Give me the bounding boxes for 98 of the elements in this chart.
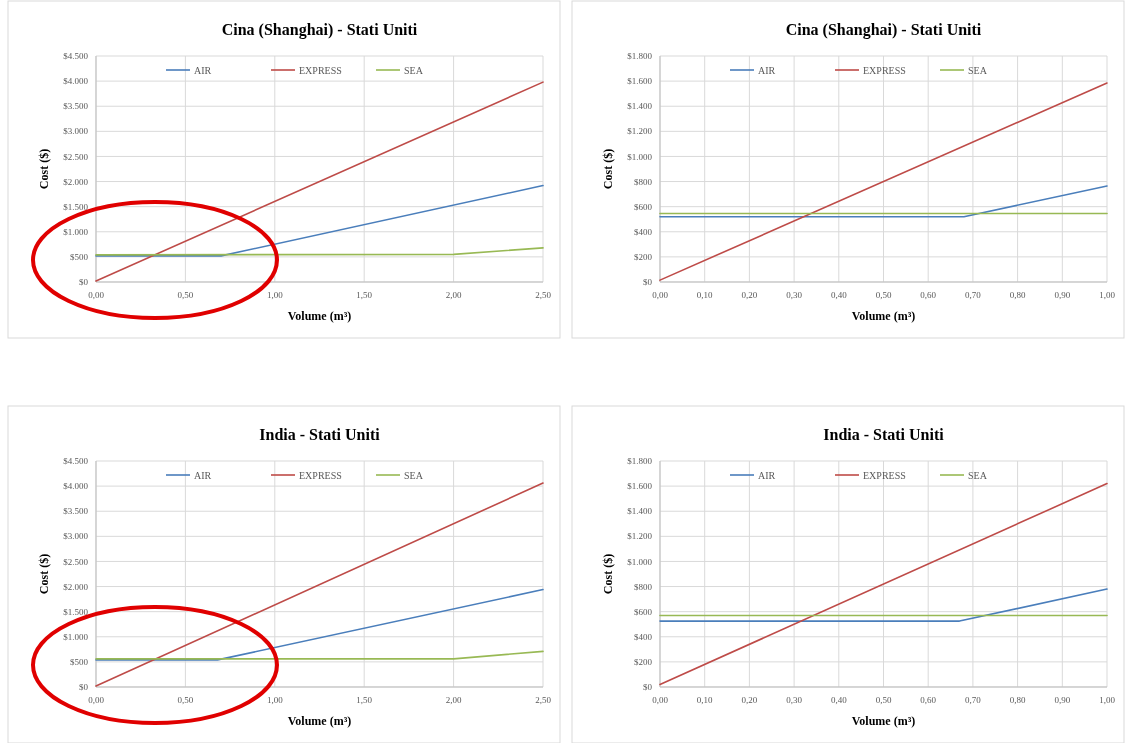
y-tick-label: $2.500 bbox=[63, 556, 89, 567]
y-tick-label: $0 bbox=[79, 682, 89, 693]
x-tick-label: 0,40 bbox=[830, 695, 848, 705]
legend-label: SEA bbox=[404, 64, 424, 76]
y-tick-label: $600 bbox=[634, 201, 653, 212]
x-axis-title: Volume (m³) bbox=[287, 309, 352, 323]
x-tick-label: 0,50 bbox=[177, 695, 194, 705]
y-tick-label: $4.500 bbox=[63, 456, 89, 467]
y-tick-label: $3.500 bbox=[63, 101, 89, 112]
x-tick-label: 0,70 bbox=[965, 695, 982, 705]
y-tick-label: $1.000 bbox=[63, 631, 89, 642]
x-tick-label: 0,50 bbox=[875, 695, 892, 705]
y-tick-label: $4.500 bbox=[63, 51, 89, 62]
legend-label: AIR bbox=[194, 469, 212, 481]
y-tick-label: $1.400 bbox=[627, 101, 653, 112]
y-tick-label: $400 bbox=[634, 631, 653, 642]
x-tick-label: 2,50 bbox=[535, 695, 552, 705]
x-tick-label: 0,50 bbox=[875, 290, 892, 300]
x-tick-label: 1,00 bbox=[1099, 695, 1116, 705]
y-tick-label: $2.500 bbox=[63, 151, 89, 162]
x-tick-label: 0,80 bbox=[1009, 290, 1026, 300]
y-tick-label: $200 bbox=[634, 252, 653, 263]
x-tick-label: 1,50 bbox=[356, 290, 373, 300]
y-tick-label: $3.000 bbox=[63, 531, 89, 542]
x-tick-label: 0,10 bbox=[696, 290, 714, 300]
x-tick-label: 0,30 bbox=[786, 290, 803, 300]
x-tick-label: 2,00 bbox=[445, 290, 462, 300]
x-tick-label: 1,50 bbox=[356, 695, 373, 705]
y-tick-label: $400 bbox=[634, 226, 653, 237]
y-tick-label: $200 bbox=[634, 657, 653, 668]
y-tick-label: $1.000 bbox=[63, 226, 89, 237]
y-tick-label: $800 bbox=[634, 581, 653, 592]
y-tick-label: $1.000 bbox=[627, 556, 653, 567]
x-tick-label: 0,20 bbox=[741, 290, 758, 300]
x-axis-title: Volume (m³) bbox=[287, 714, 352, 728]
legend-label: AIR bbox=[758, 469, 776, 481]
legend-label: AIR bbox=[194, 64, 212, 76]
y-axis-title: Cost ($) bbox=[37, 148, 51, 190]
y-tick-label: $1.800 bbox=[627, 456, 653, 467]
y-tick-label: $1.500 bbox=[63, 606, 89, 617]
y-tick-label: $1.800 bbox=[627, 51, 653, 62]
x-tick-label: 0,40 bbox=[830, 290, 848, 300]
chart-title: India - Stati Uniti bbox=[823, 426, 945, 443]
chart-title: Cina (Shanghai) - Stati Uniti bbox=[785, 21, 982, 39]
y-tick-label: $0 bbox=[643, 277, 653, 288]
y-tick-label: $2.000 bbox=[63, 581, 89, 592]
y-tick-label: $1.500 bbox=[63, 201, 89, 212]
y-tick-label: $1.200 bbox=[627, 126, 653, 137]
y-tick-label: $1.400 bbox=[627, 506, 653, 517]
legend-label: EXPRESS bbox=[863, 64, 906, 76]
x-tick-label: 2,00 bbox=[445, 695, 462, 705]
y-tick-label: $1.600 bbox=[627, 481, 653, 492]
y-tick-label: $500 bbox=[70, 252, 89, 263]
x-tick-label: 0,00 bbox=[88, 695, 105, 705]
y-tick-label: $3.000 bbox=[63, 126, 89, 137]
y-tick-label: $4.000 bbox=[63, 76, 89, 87]
legend-label: AIR bbox=[758, 64, 776, 76]
x-tick-label: 0,00 bbox=[652, 290, 669, 300]
y-tick-label: $1.200 bbox=[627, 531, 653, 542]
y-tick-label: $4.000 bbox=[63, 481, 89, 492]
y-axis-title: Cost ($) bbox=[601, 148, 615, 190]
x-tick-label: 0,90 bbox=[1054, 695, 1071, 705]
y-tick-label: $500 bbox=[70, 657, 89, 668]
y-tick-label: $2.000 bbox=[63, 176, 89, 187]
y-tick-label: $800 bbox=[634, 176, 653, 187]
chart-title: India - Stati Uniti bbox=[259, 426, 381, 443]
x-tick-label: 0,20 bbox=[741, 695, 758, 705]
legend-label: EXPRESS bbox=[299, 469, 342, 481]
x-tick-label: 0,30 bbox=[786, 695, 803, 705]
y-tick-label: $0 bbox=[79, 277, 89, 288]
x-tick-label: 0,80 bbox=[1009, 695, 1026, 705]
x-tick-label: 0,00 bbox=[88, 290, 105, 300]
x-tick-label: 1,00 bbox=[266, 290, 284, 300]
x-axis-title: Volume (m³) bbox=[851, 714, 916, 728]
chart-title: Cina (Shanghai) - Stati Uniti bbox=[221, 21, 418, 39]
y-axis-title: Cost ($) bbox=[601, 553, 615, 595]
x-tick-label: 2,50 bbox=[535, 290, 552, 300]
legend-label: SEA bbox=[404, 469, 424, 481]
x-tick-label: 0,70 bbox=[965, 290, 982, 300]
legend-label: SEA bbox=[968, 469, 988, 481]
y-tick-label: $3.500 bbox=[63, 506, 89, 517]
x-tick-label: 0,90 bbox=[1054, 290, 1071, 300]
y-tick-label: $1.000 bbox=[627, 151, 653, 162]
y-tick-label: $0 bbox=[643, 682, 653, 693]
x-tick-label: 0,60 bbox=[920, 290, 937, 300]
y-tick-label: $600 bbox=[634, 606, 653, 617]
legend-label: EXPRESS bbox=[863, 469, 906, 481]
x-tick-label: 1,00 bbox=[1099, 290, 1116, 300]
legend-label: SEA bbox=[968, 64, 988, 76]
x-axis-title: Volume (m³) bbox=[851, 309, 916, 323]
x-tick-label: 0,10 bbox=[696, 695, 714, 705]
x-tick-label: 0,50 bbox=[177, 290, 194, 300]
x-tick-label: 0,60 bbox=[920, 695, 937, 705]
y-axis-title: Cost ($) bbox=[37, 553, 51, 595]
x-tick-label: 1,00 bbox=[266, 695, 284, 705]
legend-label: EXPRESS bbox=[299, 64, 342, 76]
y-tick-label: $1.600 bbox=[627, 76, 653, 87]
x-tick-label: 0,00 bbox=[652, 695, 669, 705]
